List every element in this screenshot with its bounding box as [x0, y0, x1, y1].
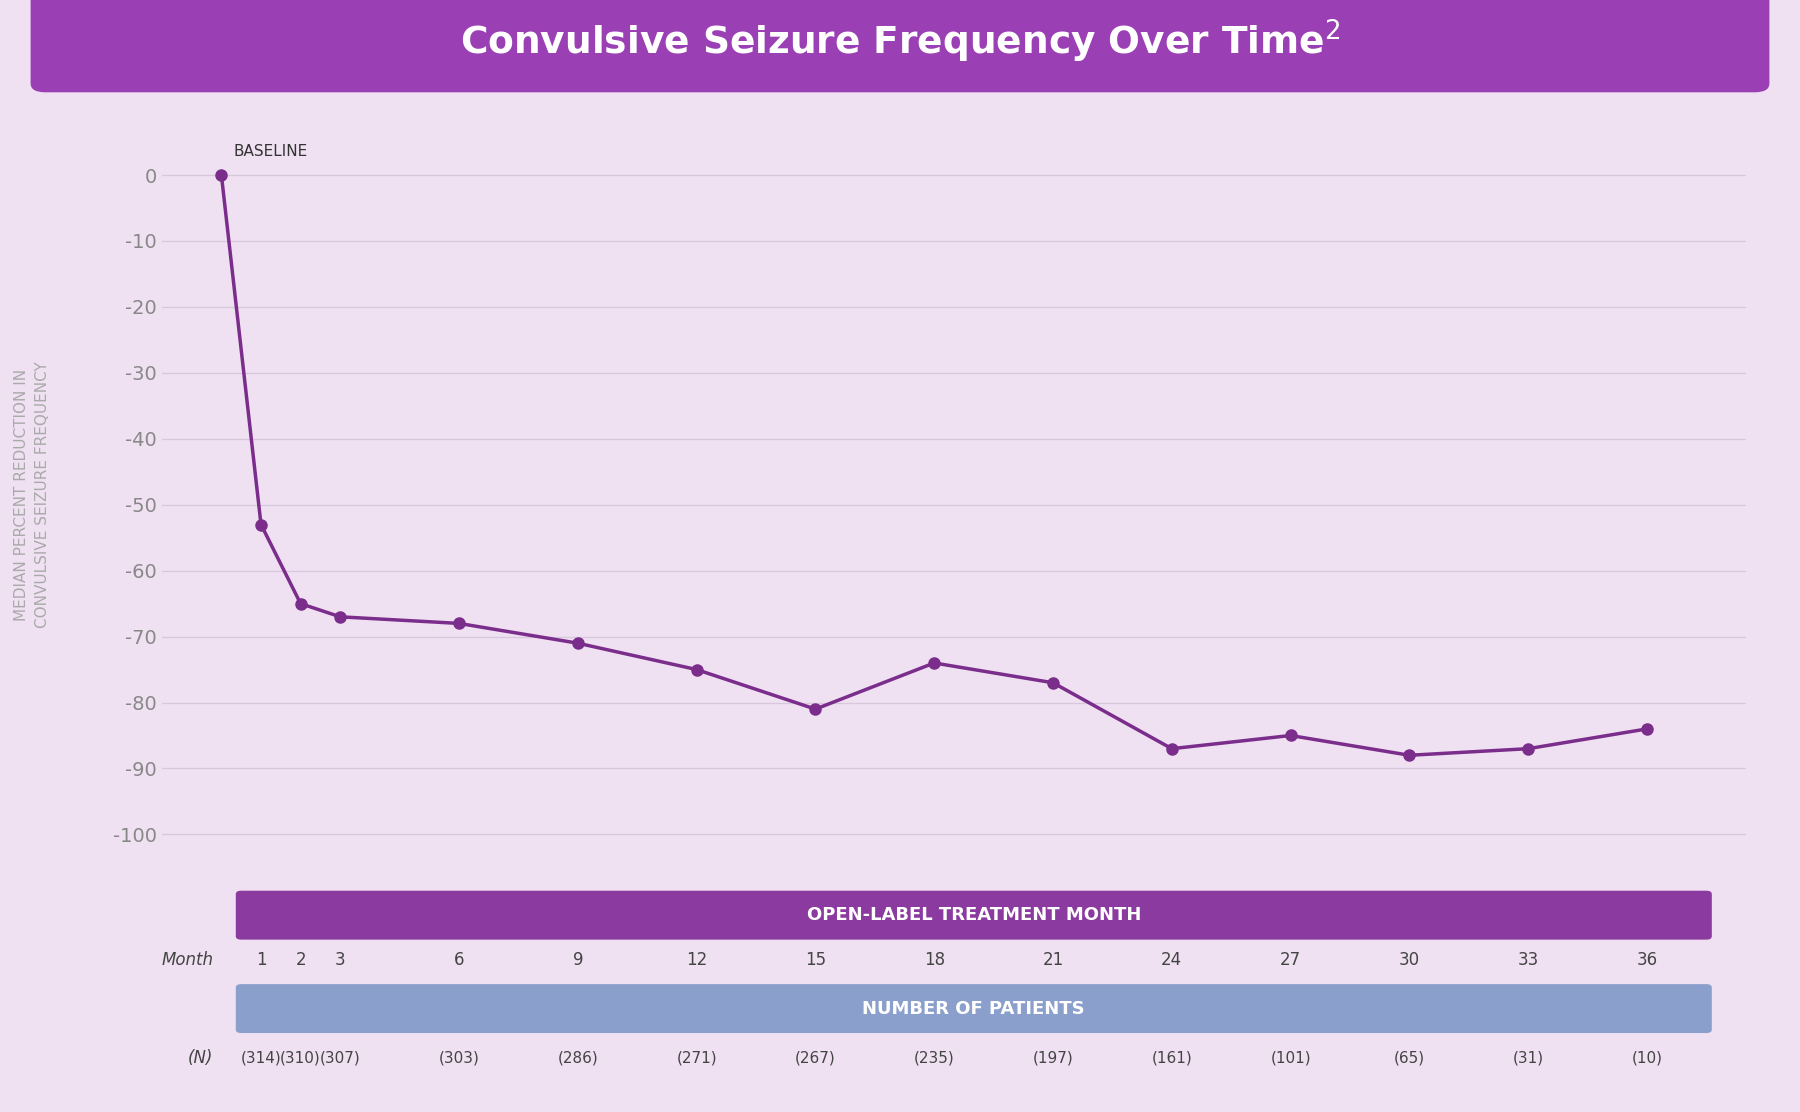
Text: 2: 2 [295, 951, 306, 969]
Text: 12: 12 [686, 951, 707, 969]
Text: (310): (310) [281, 1050, 320, 1065]
Text: 6: 6 [454, 951, 464, 969]
Text: 9: 9 [572, 951, 583, 969]
Text: 21: 21 [1042, 951, 1064, 969]
Text: (314): (314) [241, 1050, 281, 1065]
Text: OPEN-LABEL TREATMENT MONTH: OPEN-LABEL TREATMENT MONTH [806, 906, 1141, 924]
Text: (101): (101) [1271, 1050, 1310, 1065]
Text: 27: 27 [1280, 951, 1301, 969]
Text: (286): (286) [558, 1050, 598, 1065]
Text: (197): (197) [1033, 1050, 1073, 1065]
Text: (235): (235) [914, 1050, 954, 1065]
Text: (10): (10) [1631, 1050, 1663, 1065]
Text: 1: 1 [256, 951, 266, 969]
Text: 36: 36 [1636, 951, 1658, 969]
Text: 33: 33 [1517, 951, 1539, 969]
Text: (303): (303) [439, 1050, 479, 1065]
Text: (65): (65) [1393, 1050, 1426, 1065]
Text: Convulsive Seizure Frequency Over Time$^2$: Convulsive Seizure Frequency Over Time$^… [459, 18, 1341, 66]
Text: 3: 3 [335, 951, 346, 969]
Text: (31): (31) [1512, 1050, 1544, 1065]
Text: MEDIAN PERCENT REDUCTION IN
CONVULSIVE SEIZURE FREQUENCY: MEDIAN PERCENT REDUCTION IN CONVULSIVE S… [14, 361, 50, 628]
Text: 30: 30 [1399, 951, 1420, 969]
Text: 24: 24 [1161, 951, 1183, 969]
Text: (N): (N) [189, 1049, 214, 1066]
Text: (271): (271) [677, 1050, 716, 1065]
Text: BASELINE: BASELINE [234, 143, 308, 159]
Text: (267): (267) [796, 1050, 835, 1065]
Text: Month: Month [162, 951, 214, 969]
Text: 15: 15 [805, 951, 826, 969]
Text: NUMBER OF PATIENTS: NUMBER OF PATIENTS [862, 1000, 1085, 1017]
Text: (161): (161) [1152, 1050, 1192, 1065]
Text: (307): (307) [320, 1050, 360, 1065]
Text: Convulsive Seizure Frequency Over Time$^2$: Convulsive Seizure Frequency Over Time$^… [459, 18, 1341, 66]
Text: 18: 18 [923, 951, 945, 969]
